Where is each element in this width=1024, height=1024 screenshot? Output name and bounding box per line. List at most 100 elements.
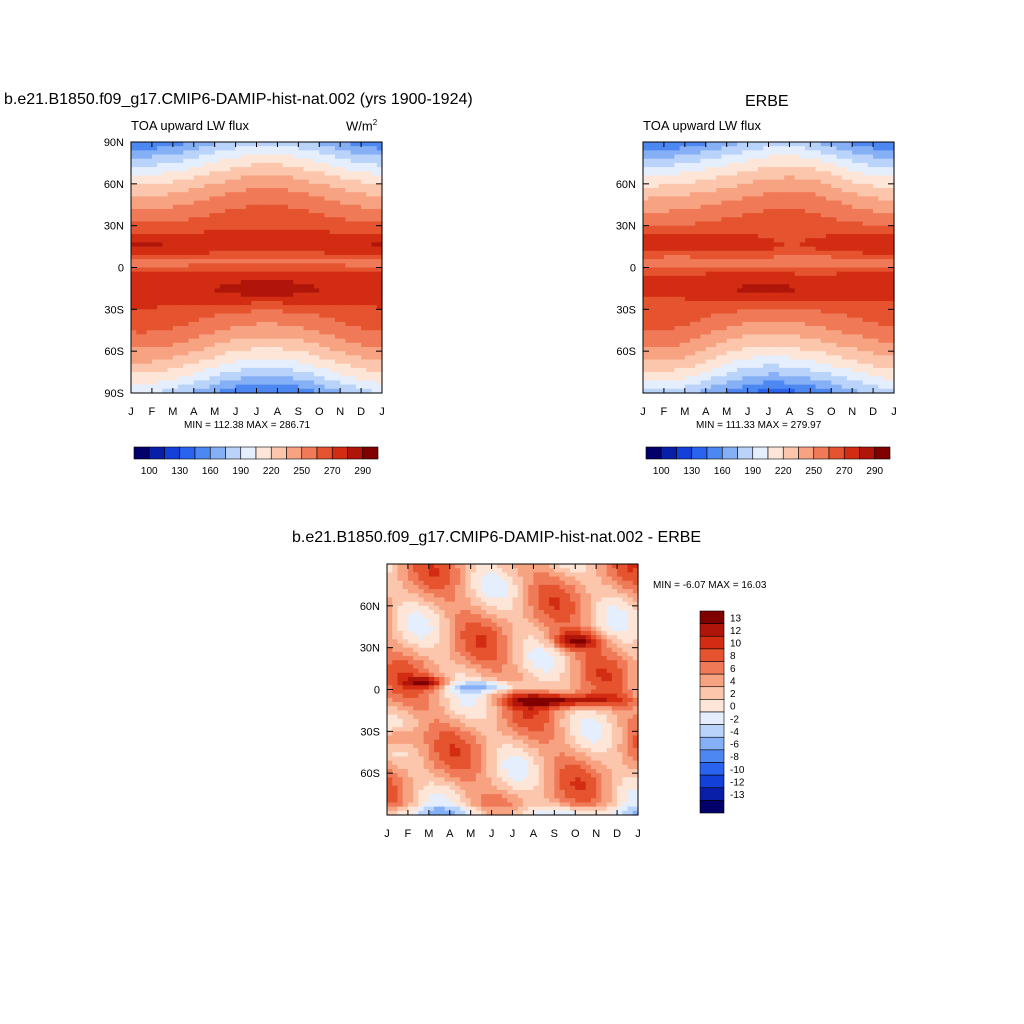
heatmap-cell [846,192,853,197]
heatmap-cell [314,142,320,147]
heatmap-cell [198,242,205,248]
heatmap-cell [204,271,211,277]
heatmap-cell [141,275,148,281]
heatmap-cell [643,234,649,239]
heatmap-cell [799,196,806,202]
heatmap-cell [883,146,890,151]
x-tick-label: J [233,406,239,418]
heatmap-cell [183,355,190,361]
heatmap-cell [350,317,357,323]
heatmap-cell [721,259,728,264]
heatmap-cell [695,305,702,310]
heatmap-cell [700,280,707,285]
heatmap-cell [815,154,822,160]
heatmap-cell [319,376,326,382]
heatmap-cell [789,142,796,147]
heatmap-cell [146,317,153,323]
heatmap-cell [826,200,832,206]
heatmap-cell [831,196,838,202]
heatmap-cell [308,208,315,214]
heatmap-cell [246,267,252,273]
heatmap-cell [219,183,226,189]
heatmap-cell [178,196,184,202]
heatmap-cell [204,342,211,348]
heatmap-cell [841,175,848,181]
heatmap-cell [329,250,336,256]
heatmap-cell [324,158,331,164]
heatmap-cell [204,305,211,310]
heatmap-cell [737,305,743,310]
heatmap-cell [350,296,357,302]
heatmap-cell [261,221,268,227]
heatmap-cell [789,271,796,277]
heatmap-cell [277,367,284,373]
heatmap-cell [653,171,660,177]
heatmap-cell [277,150,284,156]
heatmap-cell [752,142,759,147]
heatmap-cell [272,296,279,302]
heatmap-cell [324,254,331,260]
heatmap-cell [763,280,770,285]
heatmap-cell [334,284,341,290]
heatmap-cell [340,321,346,327]
heatmap-cell [272,284,279,290]
heatmap-cell [841,267,848,273]
heatmap-cell [314,321,320,327]
heatmap-cell [794,238,801,243]
heatmap-cell [324,355,331,361]
heatmap-cell [747,317,754,323]
heatmap-cell [272,242,279,248]
heatmap-cell [700,150,707,156]
heatmap-cell [674,162,681,168]
heatmap-cell [810,225,817,231]
heatmap-cell [663,234,670,239]
heatmap-cell [862,154,869,160]
heatmap-cell [298,192,305,197]
heatmap-cell [789,284,796,290]
heatmap-cell [716,242,723,248]
heatmap-cell [716,267,723,273]
heatmap-cell [742,280,749,285]
y-tick-label: 90S [104,388,124,400]
heatmap-cell [340,229,346,235]
heatmap-cell [752,229,759,235]
heatmap-cell [282,250,289,256]
heatmap-cell [314,372,320,377]
heatmap-cell [157,284,163,290]
heatmap-cell [674,234,681,239]
heatmap-cell [663,217,670,223]
heatmap-cell [204,263,211,269]
heatmap-cell [287,346,294,352]
heatmap-cell [146,300,153,306]
heatmap-cell [136,267,143,273]
heatmap-cell [240,288,247,294]
heatmap-cell [235,142,242,147]
heatmap-cell [350,188,357,193]
heatmap-cell [188,288,195,294]
heatmap-cell [345,284,352,290]
heatmap-cell [684,280,691,285]
heatmap-cell [157,271,163,277]
heatmap-cell [151,355,158,361]
heatmap-cell [334,221,341,227]
heatmap-cell [188,171,195,177]
heatmap-cell [261,175,268,181]
heatmap-cell [246,313,252,319]
heatmap-cell [669,300,675,306]
heatmap-cell [308,300,315,306]
heatmap-cell [324,213,331,218]
heatmap-cell [256,179,263,185]
heatmap-cell [172,292,179,298]
heatmap-cell [836,171,843,177]
heatmap-cell [836,179,843,185]
heatmap-cell [298,238,305,243]
heatmap-cell [737,213,743,218]
heatmap-cell [758,221,764,227]
heatmap-cell [366,363,373,369]
heatmap-cell [298,367,305,373]
heatmap-cell [758,242,764,248]
heatmap-cell [167,171,174,177]
heatmap-cell [773,317,780,323]
heatmap-cell [172,146,179,151]
heatmap-cell [172,154,179,160]
